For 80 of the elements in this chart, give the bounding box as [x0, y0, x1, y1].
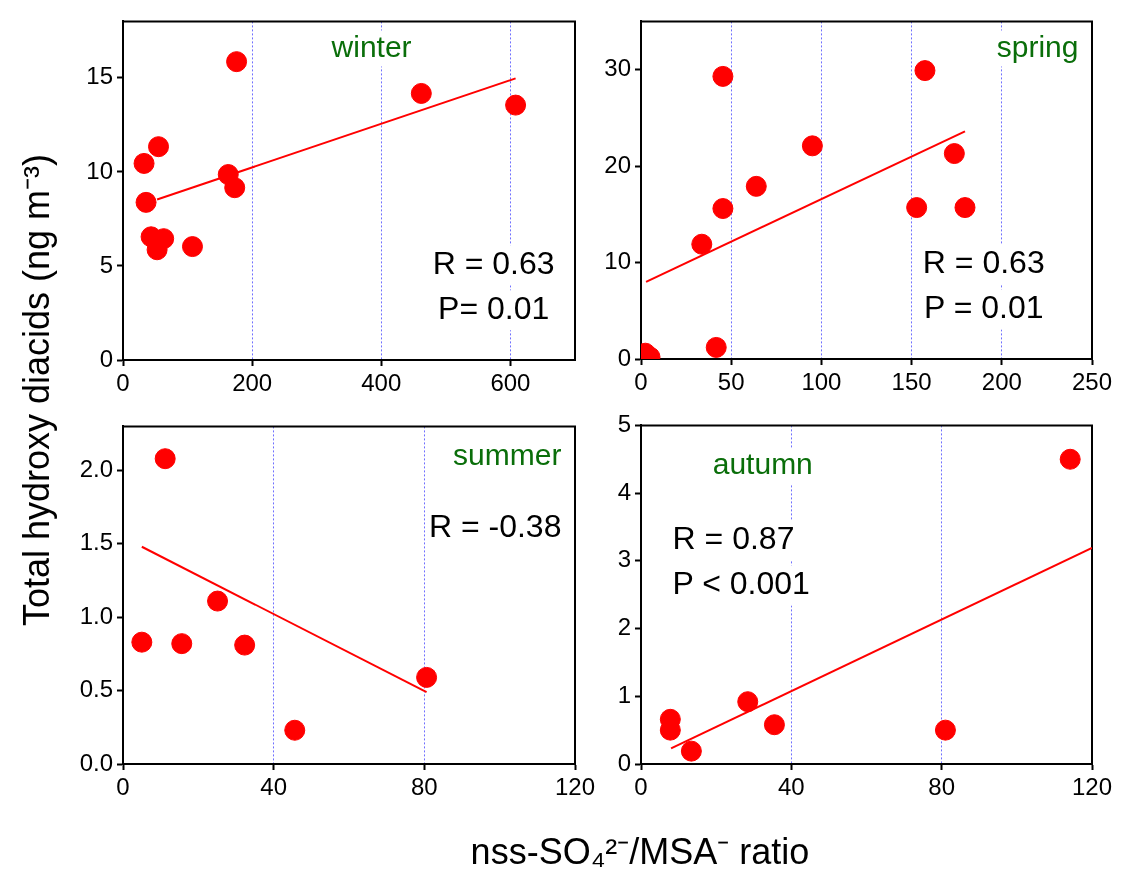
x-tick-label: 120	[554, 773, 596, 801]
x-tick-label: 100	[801, 368, 842, 396]
y-tick-label: 1	[617, 680, 631, 708]
x-tick-label: 40	[777, 773, 805, 801]
y-tick-label: 15	[86, 62, 113, 90]
point	[934, 719, 956, 741]
y-tick-label: 20	[604, 150, 631, 178]
point	[410, 82, 432, 104]
x-tick-label: 80	[410, 773, 438, 801]
text: autumn	[712, 447, 813, 481]
point	[745, 175, 767, 197]
x-axis-title: nss-SO₄²⁻/MSA⁻ ratio	[470, 829, 810, 874]
chart-title: summer	[453, 438, 562, 472]
y-tick-label: 1.5	[79, 528, 113, 556]
y-tick-label: 4	[617, 477, 631, 505]
point	[763, 714, 785, 736]
chart-title: spring	[996, 29, 1079, 63]
x-tick-label: 120	[1071, 773, 1113, 801]
x-tick-label: 80	[928, 773, 956, 801]
point	[914, 60, 936, 82]
point	[416, 666, 438, 688]
x-tick-label: 0	[116, 369, 130, 397]
annotation: R = -0.38	[428, 507, 562, 544]
y-tick-label: 2	[617, 613, 631, 641]
x-tick-label: 400	[361, 369, 402, 397]
point	[224, 177, 246, 199]
annotation: P < 0.001	[672, 565, 810, 602]
point	[906, 197, 928, 219]
point	[712, 65, 734, 87]
point	[234, 634, 256, 656]
x-tick-label: 150	[891, 368, 932, 396]
point	[691, 233, 713, 255]
point	[148, 136, 170, 158]
x-tick-label: 200	[981, 368, 1022, 396]
point	[712, 198, 734, 220]
x-tick-label: 600	[490, 369, 531, 397]
point	[943, 143, 965, 165]
y-tick-label: 3	[617, 545, 631, 573]
y-tick-label: 2.0	[79, 455, 113, 483]
annotation: R = 0.87	[672, 520, 795, 557]
point	[154, 448, 176, 470]
y-tick-label: 1.0	[79, 601, 113, 629]
point	[135, 191, 157, 213]
annotation: R = 0.63	[922, 244, 1045, 281]
x-tick-label: 50	[717, 368, 745, 396]
y-axis-title: Total hydroxy diacids (ng m⁻³)	[14, 153, 58, 627]
point	[131, 631, 153, 653]
x-tick-label: 200	[232, 369, 273, 397]
y-tick-label: 0	[617, 343, 631, 371]
point	[505, 94, 527, 116]
point	[133, 152, 155, 174]
annotation: R = 0.63	[432, 245, 555, 282]
y-tick-label: 0.5	[79, 675, 113, 703]
point	[284, 719, 306, 741]
point	[1059, 448, 1081, 470]
point	[705, 336, 727, 358]
point	[181, 236, 203, 258]
x-tick-label: 0	[634, 368, 648, 396]
y-tick-label: 10	[604, 247, 631, 275]
x-tick-label: 250	[1071, 368, 1113, 396]
point	[737, 691, 759, 713]
y-tick-label: 10	[86, 156, 113, 184]
point	[171, 633, 193, 655]
point	[680, 740, 702, 762]
point	[801, 135, 823, 157]
point	[954, 197, 976, 219]
point	[226, 51, 248, 73]
y-tick-label: 5	[99, 250, 113, 278]
y-tick-label: 0	[617, 748, 631, 776]
x-tick-label: 0	[634, 773, 648, 801]
y-tick-label: 5	[617, 410, 631, 438]
y-tick-label: 0	[99, 344, 113, 372]
x-tick-label: 40	[260, 773, 288, 801]
annotation: P = 0.01	[924, 289, 1044, 326]
y-tick-label: 30	[604, 54, 631, 82]
chart-title: winter	[330, 29, 412, 63]
y-tick-label: 0.0	[79, 748, 113, 776]
x-tick-label: 0	[116, 773, 130, 801]
point	[207, 590, 229, 612]
annotation: P= 0.01	[438, 290, 550, 327]
